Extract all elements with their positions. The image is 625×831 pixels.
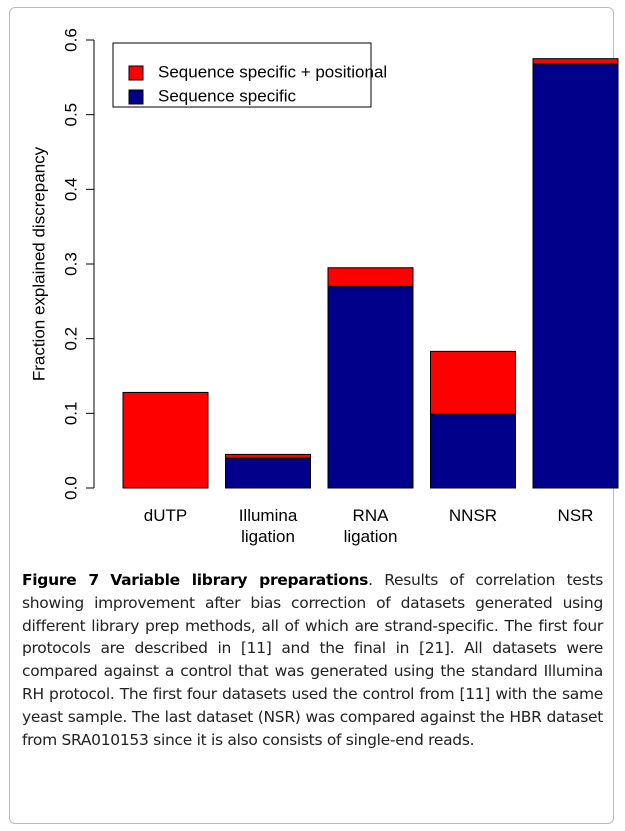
y-tick-label: 0.4 xyxy=(61,178,80,202)
y-tick-label: 0.6 xyxy=(61,28,80,52)
y-tick-label: 0.5 xyxy=(61,103,80,127)
legend-swatch xyxy=(128,89,144,105)
caption-text: . Results of correlation tests showing i… xyxy=(22,571,603,749)
y-tick-label: 0.3 xyxy=(61,252,80,276)
legend-box xyxy=(112,42,372,108)
y-tick-label: 0.0 xyxy=(61,476,80,500)
y-tick-label: 0.2 xyxy=(61,327,80,351)
y-tick-label: 0.1 xyxy=(61,402,80,426)
caption-title: Variable library preparations xyxy=(110,571,369,589)
bar-segment xyxy=(122,391,209,489)
x-tick-label: NSR xyxy=(557,506,594,525)
caption: Figure 7 Variable library preparations. … xyxy=(22,569,603,751)
bar-segment xyxy=(532,58,619,65)
bar-segment xyxy=(225,457,311,489)
x-tick-label: RNA ligation xyxy=(343,506,398,546)
y-axis-label: Fraction explained discrepancy xyxy=(29,146,48,381)
chart: 0.0 0.1 0.2 0.3 0.4 0.5 0.6 Fraction explained … xyxy=(29,28,619,500)
bar-segment xyxy=(430,350,516,415)
x-tick-label: NNSR xyxy=(448,506,498,525)
bar-segment xyxy=(225,453,311,459)
legend-label: Sequence specific xyxy=(158,86,296,105)
caption-label: Figure 7 xyxy=(22,571,99,589)
legend-label: Sequence specific + positional xyxy=(158,62,387,81)
bar-segment xyxy=(532,63,619,489)
x-tick-label: Illumina ligation xyxy=(238,506,298,546)
bar-segment xyxy=(430,413,516,489)
x-tick-label: dUTP xyxy=(143,506,188,525)
legend-swatch xyxy=(128,65,144,81)
bar-segment xyxy=(327,285,414,489)
bar-segment xyxy=(327,267,414,287)
